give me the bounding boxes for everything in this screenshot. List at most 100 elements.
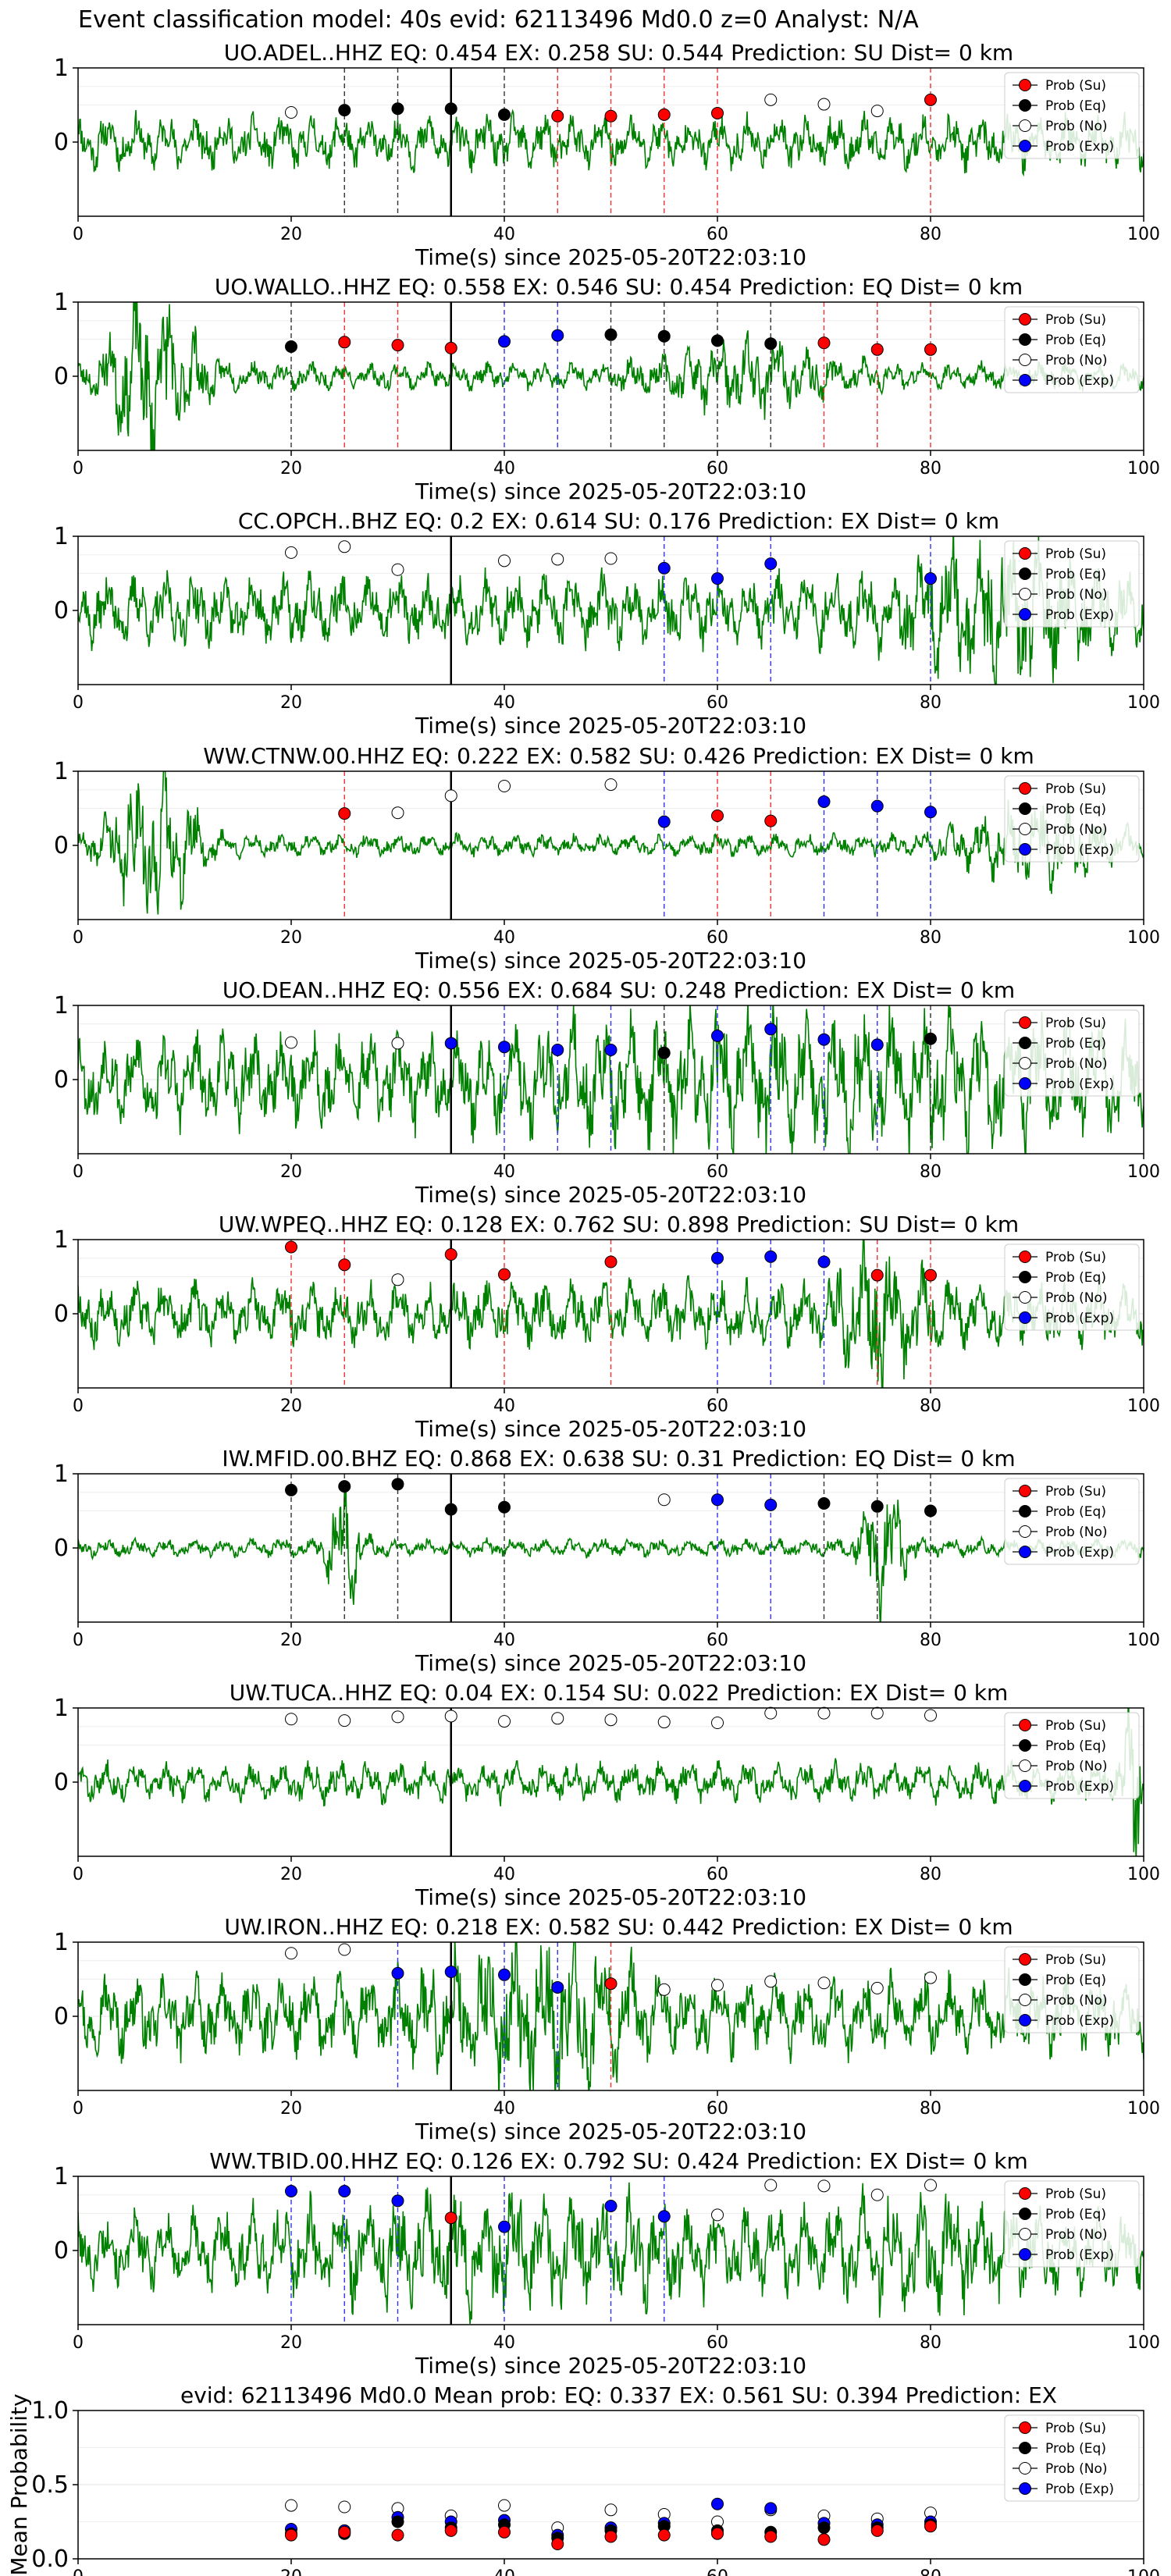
prob-point-exp xyxy=(391,2194,404,2208)
legend-box xyxy=(1004,1478,1140,1565)
y-tick-label: 1 xyxy=(54,1226,69,1254)
prob-point-exp xyxy=(764,2502,778,2515)
x-tick-label: 40 xyxy=(493,2333,515,2353)
prob-point-no xyxy=(870,105,884,118)
legend-box xyxy=(1004,72,1140,159)
x-tick-label: 0 xyxy=(73,1631,84,1650)
prob-point-no xyxy=(338,540,351,553)
legend-label: Prob (Exp) xyxy=(1045,1076,1114,1092)
plot-area xyxy=(78,302,1144,450)
legend-label: Prob (Su) xyxy=(1045,1484,1106,1500)
legend: Prob (Su) Prob (Eq) Prob (No) Prob (Exp) xyxy=(1004,775,1140,863)
prob-point-no xyxy=(498,554,511,568)
legend-marker-no xyxy=(1019,119,1031,132)
legend-marker-no xyxy=(1019,354,1031,366)
legend-marker-exp xyxy=(1019,140,1031,152)
prob-point-su xyxy=(711,809,724,822)
legend-marker-exp xyxy=(1019,1077,1031,1090)
prob-point-no xyxy=(657,1493,671,1507)
prob-point-su xyxy=(870,2524,884,2537)
legend-marker-no xyxy=(1019,588,1031,600)
x-tick-label: 40 xyxy=(493,459,515,479)
waveform xyxy=(78,2182,1144,2325)
prob-point-su xyxy=(444,1248,457,1261)
x-tick-label: 40 xyxy=(493,225,515,244)
x-axis-label: Time(s) since 2025-05-20T22:03:10 xyxy=(415,2353,806,2379)
legend: Prob (Su) Prob (Eq) Prob (No) Prob (Exp) xyxy=(1004,540,1140,628)
y-tick-label: 1 xyxy=(54,289,69,316)
legend-label: Prob (Su) xyxy=(1045,2186,1106,2202)
prob-point-exp xyxy=(551,1980,564,1994)
prob-point-no xyxy=(657,1716,671,1729)
legend-marker-eq xyxy=(1019,2442,1031,2454)
legend-label: Prob (Su) xyxy=(1045,546,1106,562)
prob-point-su xyxy=(764,2530,778,2543)
legend-marker-exp xyxy=(1019,608,1031,621)
legend-marker-su xyxy=(1019,1016,1031,1029)
x-tick-label: 80 xyxy=(920,2333,941,2353)
prob-point-eq xyxy=(498,1500,511,1514)
prob-point-exp xyxy=(817,1255,831,1268)
prob-point-no xyxy=(498,2499,511,2512)
legend: Prob (Su) Prob (Eq) Prob (No) Prob (Exp) xyxy=(1004,1478,1140,1565)
legend-marker-eq xyxy=(1019,333,1031,346)
prob-point-exp xyxy=(604,2200,618,2212)
prob-point-exp xyxy=(924,806,937,819)
prob-point-su xyxy=(285,1240,297,1254)
prob-point-exp xyxy=(444,1037,457,1050)
legend-marker-exp xyxy=(1019,1546,1031,1558)
prob-point-no xyxy=(817,1706,831,1720)
prob-point-no xyxy=(285,546,297,559)
legend-marker-eq xyxy=(1019,568,1031,580)
x-axis-label: Time(s) since 2025-05-20T22:03:10 xyxy=(415,1416,806,1442)
waveform xyxy=(78,771,1144,915)
legend-label: Prob (No) xyxy=(1045,1290,1108,1306)
prob-point-su xyxy=(551,2538,564,2550)
x-axis-label: Time(s) since 2025-05-20T22:03:10 xyxy=(415,244,806,270)
legend-label: Prob (Exp) xyxy=(1045,1779,1114,1795)
legend-box xyxy=(1004,1009,1140,1097)
prob-point-su xyxy=(444,2211,457,2225)
prob-point-no xyxy=(391,806,404,820)
legend-label: Prob (Su) xyxy=(1045,78,1106,94)
y-tick-label: 1 xyxy=(54,55,69,82)
x-tick-label: 80 xyxy=(920,459,941,479)
x-tick-label: 60 xyxy=(707,2099,728,2119)
panel-title: UO.ADEL..HHZ EQ: 0.454 EX: 0.258 SU: 0.5… xyxy=(224,40,1013,66)
legend-marker-eq xyxy=(1019,1973,1031,1986)
panel-title: CC.OPCH..BHZ EQ: 0.2 EX: 0.614 SU: 0.176… xyxy=(238,508,999,534)
x-tick-label: 100 xyxy=(1127,693,1160,713)
prob-point-eq xyxy=(285,1483,297,1496)
prob-point-exp xyxy=(711,1493,724,1507)
legend-marker-exp xyxy=(1019,843,1031,856)
prob-point-su xyxy=(604,1977,618,1991)
prob-point-no xyxy=(817,98,831,111)
prob-point-no xyxy=(764,2179,778,2192)
prob-point-eq xyxy=(391,2515,404,2528)
prob-point-exp xyxy=(711,1029,724,1042)
panel-title: UW.IRON..HHZ EQ: 0.218 EX: 0.582 SU: 0.4… xyxy=(224,1914,1013,1940)
x-tick-label: 60 xyxy=(707,2567,728,2576)
x-tick-label: 60 xyxy=(707,225,728,244)
legend-marker-exp xyxy=(1019,374,1031,386)
x-tick-label: 60 xyxy=(707,1162,728,1182)
prob-point-no xyxy=(338,1714,351,1727)
legend: Prob (Su) Prob (Eq) Prob (No) Prob (Exp) xyxy=(1004,1244,1140,1331)
x-tick-label: 40 xyxy=(493,693,515,713)
legend-label: Prob (No) xyxy=(1045,2461,1108,2477)
legend-box xyxy=(1004,1712,1140,1799)
prob-point-no xyxy=(764,1706,778,1720)
legend-marker-eq xyxy=(1019,1037,1031,1049)
legend-marker-no xyxy=(1019,1291,1031,1304)
x-tick-label: 20 xyxy=(280,1162,302,1182)
legend: Prob (Su) Prob (Eq) Prob (No) Prob (Exp) xyxy=(1004,306,1140,393)
y-tick-label: 1 xyxy=(54,1461,69,1488)
prob-point-no xyxy=(870,2188,884,2201)
legend-marker-no xyxy=(1019,1759,1031,1772)
x-axis-label: Time(s) since 2025-05-20T22:03:10 xyxy=(415,479,806,504)
prob-point-exp xyxy=(870,1038,884,1051)
x-tick-label: 0 xyxy=(73,1865,84,1884)
x-tick-label: 20 xyxy=(280,225,302,244)
prob-point-no xyxy=(444,1710,457,1723)
